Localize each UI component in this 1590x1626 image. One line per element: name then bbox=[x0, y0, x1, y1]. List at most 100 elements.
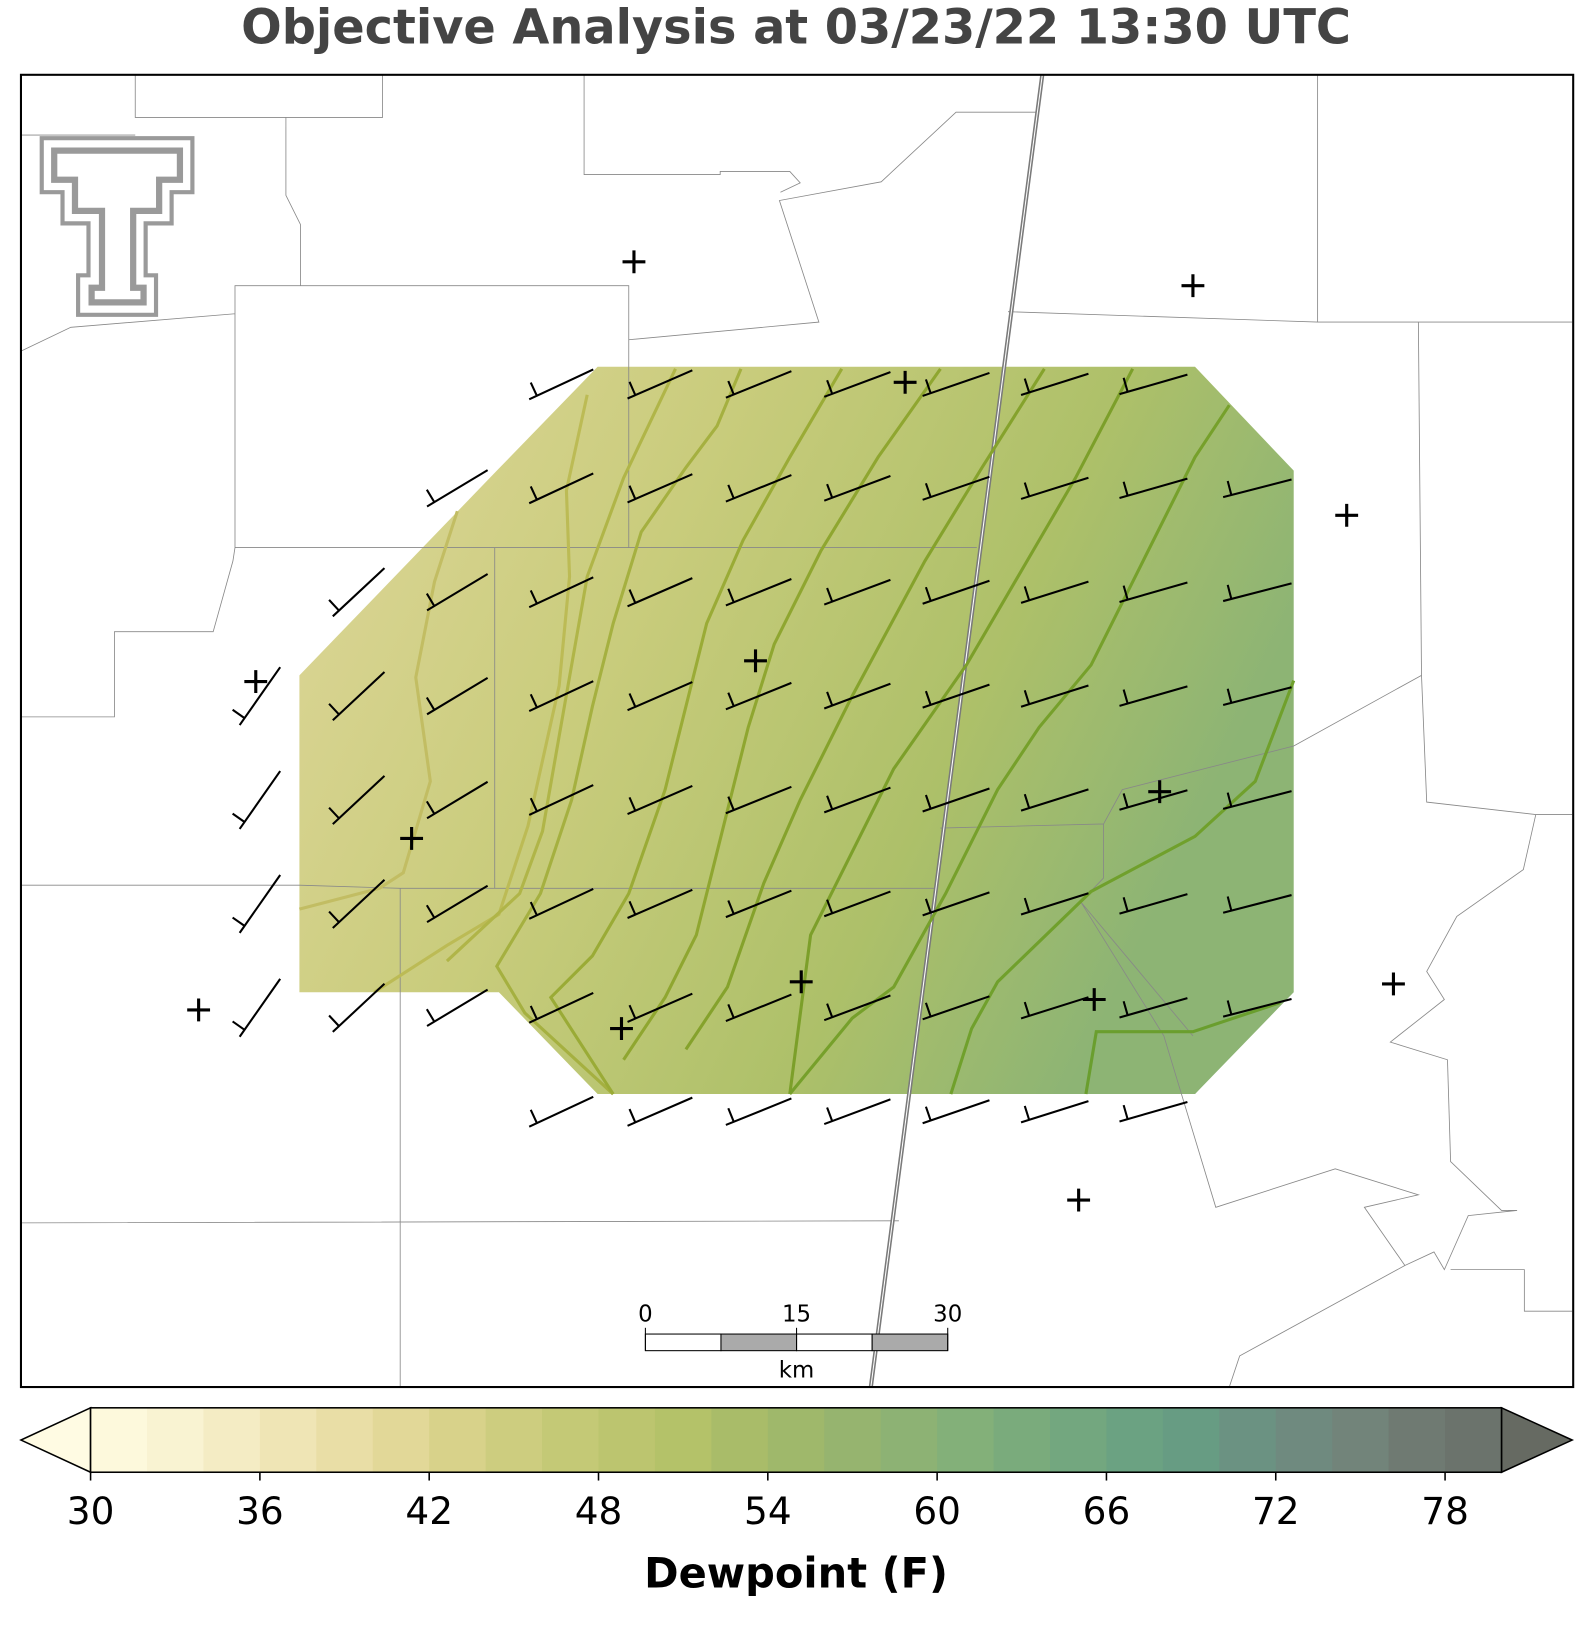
wind-barb bbox=[1119, 789, 1188, 811]
wind-barb bbox=[725, 993, 792, 1023]
colorbar-box bbox=[711, 1407, 769, 1473]
wind-barb bbox=[922, 1099, 990, 1125]
colorbar-box bbox=[1050, 1407, 1107, 1473]
scale-segment bbox=[871, 1333, 949, 1352]
wind-barb bbox=[922, 995, 990, 1021]
wind-barb bbox=[1020, 476, 1089, 500]
wind-barb bbox=[528, 368, 594, 401]
wind-barb bbox=[328, 775, 386, 825]
colorbar-box bbox=[937, 1407, 995, 1473]
wind-barb bbox=[627, 577, 693, 608]
wind-barb bbox=[823, 786, 891, 814]
wind-barb bbox=[627, 784, 693, 816]
colorbar-tick-label: 60 bbox=[913, 1489, 961, 1533]
wind-barb bbox=[725, 370, 792, 399]
wind-barb bbox=[1020, 892, 1089, 916]
wind-barb bbox=[425, 469, 489, 508]
wind-barb bbox=[1020, 580, 1089, 604]
wind-barb bbox=[627, 992, 693, 1023]
wind-barb bbox=[1222, 478, 1292, 499]
wind-barb bbox=[1119, 997, 1188, 1019]
colorbar-box bbox=[767, 1407, 825, 1473]
wind-barb bbox=[725, 1097, 792, 1126]
wind-barb bbox=[528, 888, 594, 920]
wind-barb bbox=[1020, 996, 1089, 1020]
wind-barb bbox=[1222, 894, 1292, 914]
scale-unit: km bbox=[779, 1358, 814, 1384]
colorbar-extend-high bbox=[1500, 1406, 1575, 1474]
wind-barb bbox=[328, 567, 386, 618]
map-frame bbox=[19, 73, 1575, 1389]
scale-tick-label: 15 bbox=[782, 1302, 811, 1328]
wind-barb bbox=[922, 579, 990, 605]
colorbar-box bbox=[90, 1407, 148, 1473]
colorbar-box bbox=[1106, 1407, 1164, 1473]
wind-barb bbox=[823, 371, 891, 398]
wind-barb bbox=[232, 666, 282, 726]
wind-barb bbox=[1222, 790, 1292, 810]
scale-tick-label: 0 bbox=[638, 1302, 653, 1328]
wind-barb bbox=[725, 474, 792, 503]
colorbar-box bbox=[1332, 1407, 1390, 1473]
wind-barb bbox=[1119, 477, 1188, 500]
wind-barb bbox=[1222, 686, 1292, 706]
wind-barb bbox=[823, 1098, 891, 1126]
colorbar-tick-label: 66 bbox=[1083, 1489, 1131, 1533]
wind-barb bbox=[328, 879, 386, 929]
dewpoint-field bbox=[299, 366, 1294, 1095]
colorbar-box bbox=[1275, 1407, 1333, 1473]
wind-barb bbox=[232, 978, 282, 1038]
wind-barb bbox=[922, 475, 990, 501]
colorbar-box bbox=[485, 1407, 543, 1473]
colorbar-box bbox=[654, 1407, 712, 1473]
scale-tick-label: 30 bbox=[933, 1302, 962, 1328]
wind-barb bbox=[1119, 1100, 1188, 1123]
colorbar-frame bbox=[89, 1407, 1503, 1474]
wind-barb bbox=[1119, 373, 1188, 396]
scale-segment bbox=[644, 1333, 722, 1352]
county-lines bbox=[20, 74, 1573, 1388]
wind-barb bbox=[528, 472, 594, 505]
wind-barb bbox=[725, 889, 792, 919]
wind-barb bbox=[528, 576, 594, 609]
scale-segment bbox=[796, 1333, 873, 1352]
colorbar-box bbox=[598, 1407, 656, 1473]
colorbar-tick-label: 36 bbox=[236, 1489, 284, 1533]
colorbar-box bbox=[259, 1407, 317, 1473]
map bbox=[20, 74, 1573, 1388]
wind-barb bbox=[627, 473, 693, 504]
colorbar-box bbox=[824, 1407, 882, 1473]
wind-barb bbox=[1119, 685, 1188, 707]
wind-barb bbox=[232, 770, 282, 830]
colorbar-box bbox=[429, 1407, 487, 1473]
colorbar-tick-label: 42 bbox=[405, 1489, 453, 1533]
wind-barb bbox=[425, 677, 489, 716]
wind-barb bbox=[1222, 997, 1292, 1018]
wind-barb bbox=[425, 988, 489, 1027]
wind-barb bbox=[922, 787, 990, 813]
colorbar-box bbox=[542, 1407, 600, 1473]
wind-barb bbox=[922, 683, 990, 709]
wind-barb bbox=[328, 982, 386, 1033]
colorbar-tick-label: 48 bbox=[575, 1489, 623, 1533]
colorbar-box bbox=[1388, 1407, 1446, 1473]
wind-barb bbox=[627, 681, 693, 712]
wind-barb bbox=[823, 682, 891, 710]
wind-barb bbox=[528, 680, 594, 712]
wind-barb bbox=[1222, 582, 1292, 603]
colorbar-box bbox=[203, 1407, 261, 1473]
colorbar-box bbox=[1219, 1407, 1277, 1473]
colorbar-extend-low bbox=[19, 1406, 92, 1474]
wind-barb bbox=[528, 784, 594, 816]
title: Objective Analysis at 03/23/22 13:30 UTC bbox=[241, 1, 1351, 56]
wind-barb bbox=[823, 994, 891, 1022]
scale-bar: 0 15 30 km bbox=[638, 1302, 962, 1384]
wind-barb bbox=[823, 578, 891, 606]
colorbar-box bbox=[147, 1407, 204, 1473]
wind-barb bbox=[425, 573, 489, 612]
wind-barb bbox=[627, 888, 693, 919]
wind-barb bbox=[1020, 1100, 1089, 1124]
colorbar-tick-label: 72 bbox=[1252, 1489, 1300, 1533]
wind-barb bbox=[232, 874, 282, 934]
